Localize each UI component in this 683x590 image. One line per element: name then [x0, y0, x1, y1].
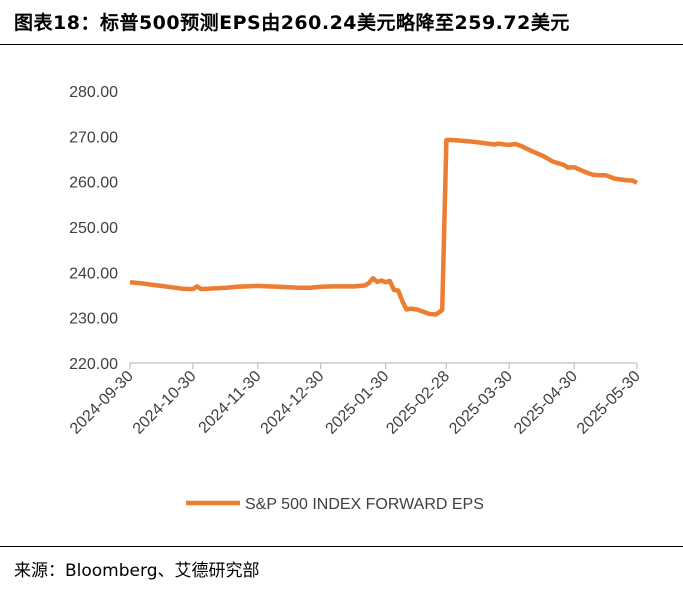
x-tick-label: 2024-12-30: [258, 368, 328, 438]
y-tick-label: 220.00: [69, 356, 118, 373]
x-tick-label: 2024-09-30: [67, 368, 137, 438]
legend: S&P 500 INDEX FORWARD EPS: [186, 496, 484, 513]
source-note: 来源：Bloomberg、艾德研究部: [14, 561, 260, 581]
y-tick-label: 280.00: [69, 84, 118, 101]
y-tick-label: 250.00: [69, 220, 118, 237]
y-tick-label: 260.00: [69, 175, 118, 192]
y-tick-label: 230.00: [69, 311, 118, 328]
title-divider: [0, 44, 683, 45]
legend-label: S&P 500 INDEX FORWARD EPS: [245, 496, 484, 513]
y-tick-label: 240.00: [69, 265, 118, 282]
x-tick-label: 2025-01-30: [323, 368, 393, 438]
x-tick-label: 2025-05-30: [574, 368, 644, 438]
footer-divider: [0, 546, 683, 547]
y-tick-label: 270.00: [69, 129, 118, 146]
x-tick-label: 2024-10-30: [130, 368, 200, 438]
series-line: [129, 137, 639, 317]
x-axis: 2024-09-302024-10-302024-11-302024-12-30…: [67, 362, 644, 438]
x-tick-label: 2024-11-30: [196, 368, 265, 437]
x-tick-label: 2025-04-30: [511, 368, 581, 438]
x-tick-label: 2025-03-30: [446, 368, 516, 438]
chart-title: 图表18：标普500预测EPS由260.24美元略降至259.72美元: [14, 12, 570, 34]
y-axis-ticks: 220.00 230.00 240.00 250.00 260.00 270.00 280.…: [69, 84, 118, 373]
x-tick-label: 2025-02-28: [383, 368, 453, 438]
series-layer: [129, 137, 639, 317]
